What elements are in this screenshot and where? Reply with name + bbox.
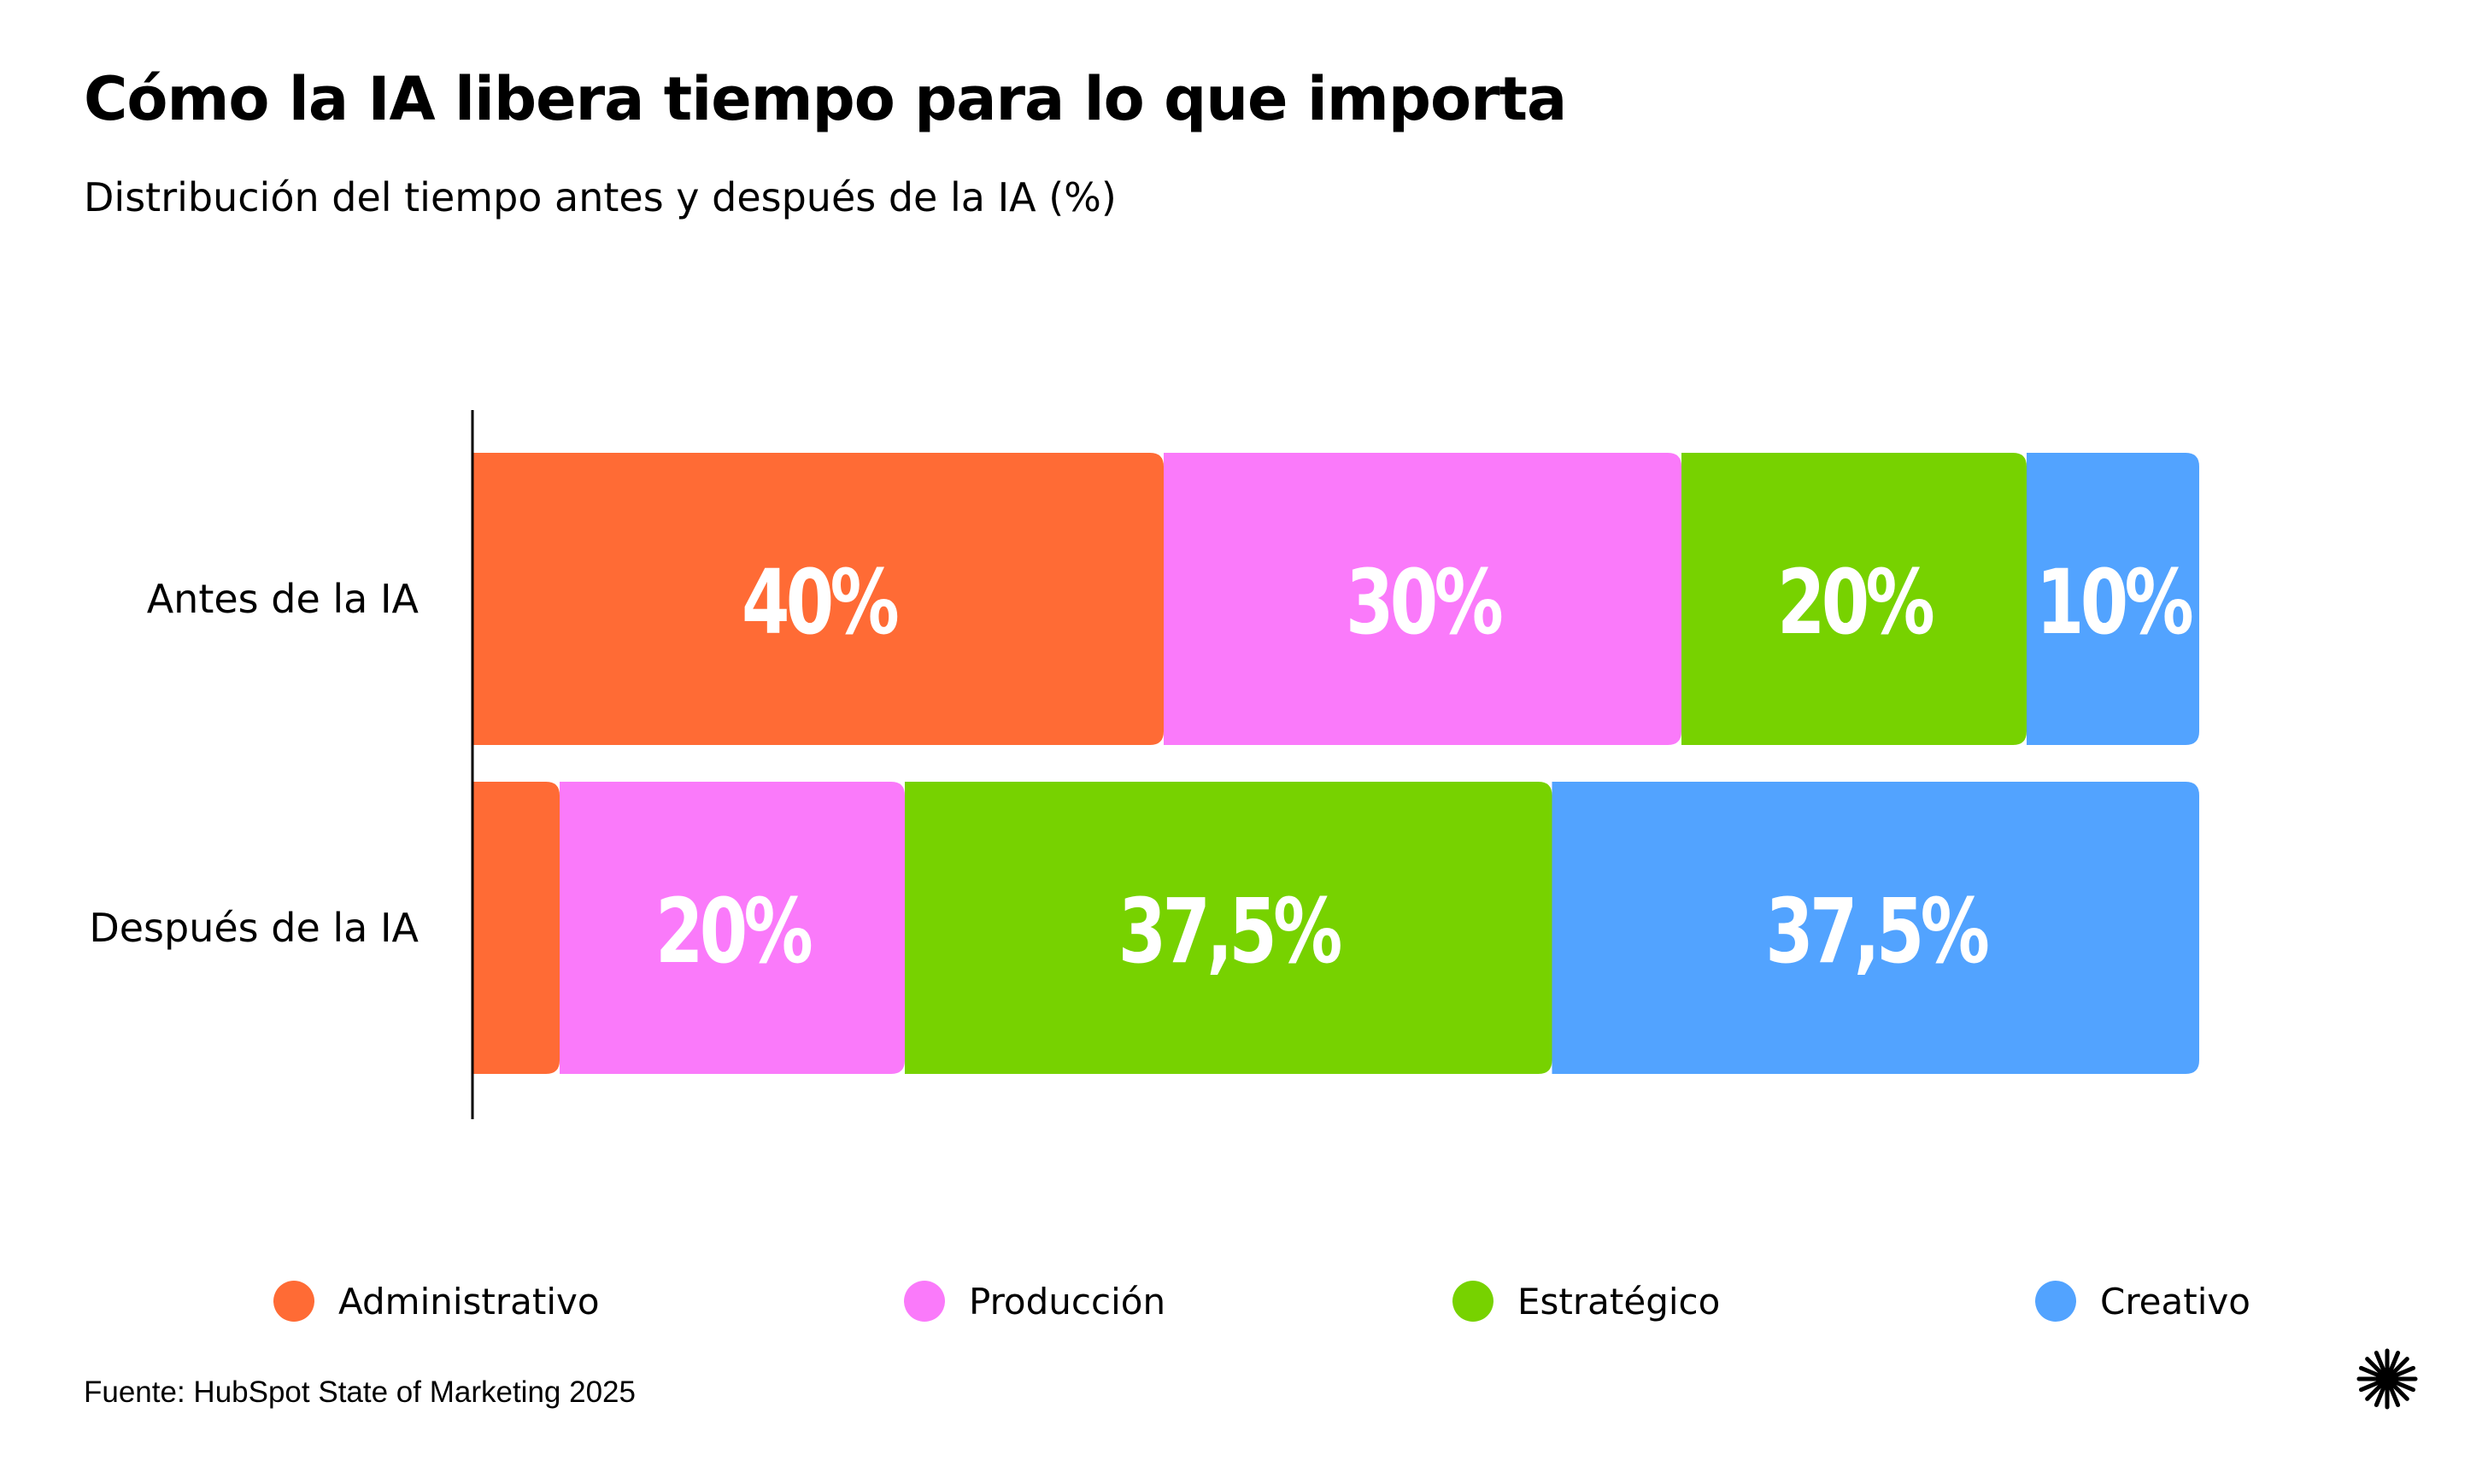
legend-item: Creativo — [2035, 1271, 2250, 1331]
legend-swatch — [904, 1281, 945, 1322]
data-label: 20% — [655, 879, 812, 983]
legend-item: Administrativo — [273, 1271, 600, 1331]
data-label: 10% — [2036, 550, 2192, 654]
data-label: 30% — [1346, 550, 1502, 654]
bars-layer — [473, 453, 2199, 1074]
labels-layer: Antes de la IA 40% 30% 20% 10% Después de la … — [89, 550, 2196, 983]
source-note: Fuente: HubSpot State of Marketing 2025 — [84, 1375, 636, 1409]
legend-swatch — [1452, 1281, 1493, 1322]
data-label: 20% — [1777, 550, 1933, 654]
legend-swatch — [273, 1281, 314, 1322]
legend-label: Creativo — [2100, 1280, 2250, 1323]
legend-label: Estratégico — [1517, 1280, 1721, 1323]
legend-item: Producción — [904, 1271, 1165, 1331]
legend-swatch — [2035, 1281, 2076, 1322]
data-label: 40% — [742, 550, 898, 654]
bar-segment — [1681, 453, 2027, 745]
bar-segment — [1552, 782, 2199, 1074]
bar-segment — [473, 782, 560, 1074]
legend-label: Producción — [969, 1280, 1166, 1323]
legend: Administrativo Producción Estratégico Creat… — [0, 1271, 2488, 1331]
bar-segment — [560, 782, 905, 1074]
bar-segment — [2027, 453, 2199, 745]
chart-subtitle: Distribución del tiempo antes y después … — [84, 174, 1117, 220]
category-label: Después de la IA — [89, 905, 419, 951]
legend-label: Administrativo — [338, 1280, 600, 1323]
data-label: 37,5% — [1765, 879, 1988, 983]
asterisk-burst-icon — [2356, 1348, 2418, 1410]
legend-item: Estratégico — [1452, 1271, 1720, 1331]
chart-title: Cómo la IA libera tiempo para lo que imp… — [84, 64, 1567, 134]
category-label: Antes de la IA — [147, 576, 420, 622]
bar-segment — [473, 453, 1164, 745]
bar-segment — [905, 782, 1552, 1074]
bar-segment — [1164, 453, 1681, 745]
data-label: 37,5% — [1118, 879, 1341, 983]
